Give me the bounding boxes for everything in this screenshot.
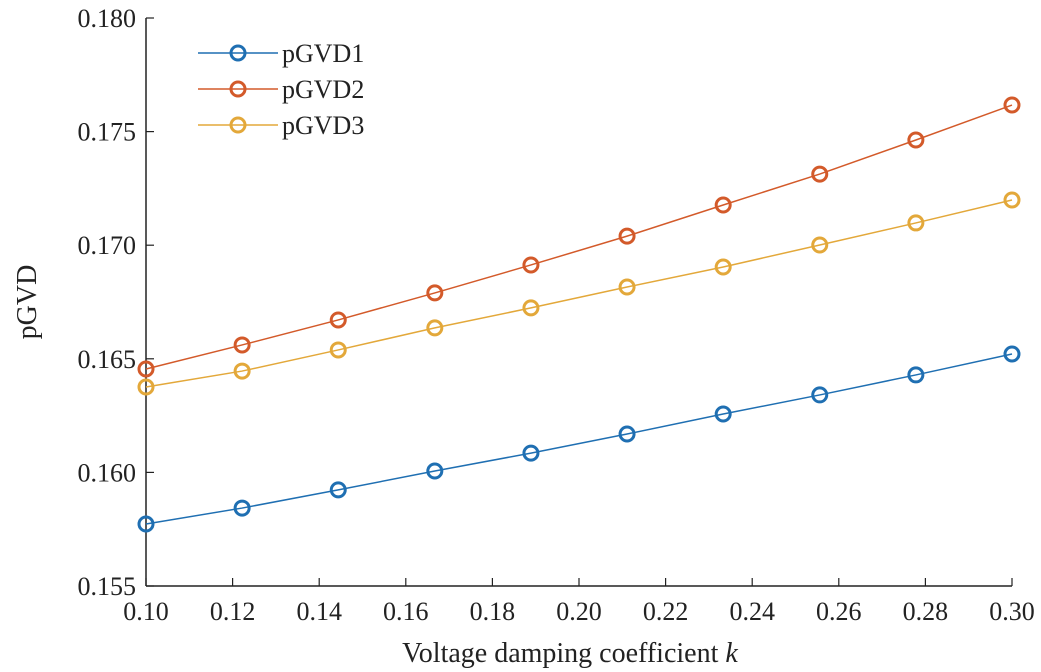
x-axis-label: Voltage damping coefficient k	[402, 638, 738, 669]
data-point-pGVD2	[1003, 96, 1021, 114]
series-line-pGVD2	[145, 104, 1013, 370]
data-point-pGVD3	[426, 319, 444, 337]
data-point-pGVD1	[426, 462, 444, 480]
data-point-pGVD1	[522, 444, 540, 462]
x-tick-label: 0.30	[989, 597, 1035, 626]
data-point-pGVD2	[137, 360, 155, 378]
legend-label: pGVD2	[282, 75, 364, 104]
data-point-pGVD3	[137, 378, 155, 396]
x-tick-label: 0.22	[643, 597, 689, 626]
legend-marker	[229, 80, 247, 98]
x-tick-label: 0.26	[816, 597, 862, 626]
y-axis-label: pGVD	[12, 265, 43, 340]
data-point-pGVD1	[233, 499, 251, 517]
legend: pGVD1 pGVD2 pGVD3	[198, 39, 364, 140]
data-point-pGVD3	[522, 299, 540, 317]
data-point-pGVD3	[811, 236, 829, 254]
legend-marker	[229, 44, 247, 62]
x-tick-label: 0.16	[383, 597, 429, 626]
y-tick-label: 0.155	[78, 572, 137, 601]
data-point-pGVD1	[907, 366, 925, 384]
legend-marker	[229, 116, 247, 134]
legend-label: pGVD3	[282, 111, 364, 140]
x-tick-label: 0.18	[470, 597, 516, 626]
x-tick-label: 0.24	[729, 597, 775, 626]
data-point-pGVD3	[907, 214, 925, 232]
data-point-pGVD1	[714, 405, 732, 423]
y-tick-label: 0.180	[78, 4, 137, 33]
data-point-pGVD2	[426, 284, 444, 302]
x-tick-label: 0.10	[123, 597, 169, 626]
x-tick-label: 0.12	[210, 597, 256, 626]
data-point-pGVD1	[618, 425, 636, 443]
series-line-pGVD3	[145, 199, 1013, 388]
x-tick-label: 0.28	[903, 597, 949, 626]
data-point-pGVD3	[618, 278, 636, 296]
data-point-pGVD2	[811, 165, 829, 183]
data-point-pGVD3	[1003, 191, 1021, 209]
data-point-pGVD2	[329, 311, 347, 329]
y-tick-label: 0.165	[78, 345, 137, 374]
x-tick-label: 0.14	[296, 597, 342, 626]
series-group	[137, 96, 1021, 533]
data-point-pGVD2	[522, 256, 540, 274]
data-point-pGVD3	[233, 362, 251, 380]
data-point-pGVD1	[811, 386, 829, 404]
legend-label: pGVD1	[282, 39, 364, 68]
data-point-pGVD1	[137, 515, 155, 533]
y-tick-label: 0.170	[78, 231, 137, 260]
data-point-pGVD2	[618, 227, 636, 245]
series-line-pGVD1	[145, 353, 1013, 525]
data-point-pGVD2	[714, 196, 732, 214]
x-tick-label: 0.20	[556, 597, 602, 626]
y-tick-label: 0.175	[78, 118, 137, 147]
axes: 0.10 0.12 0.14 0.16 0.18 0.20 0.22 0.24 0.26 0.28…	[78, 4, 1035, 626]
data-point-pGVD3	[714, 258, 732, 276]
data-point-pGVD1	[1003, 345, 1021, 363]
data-point-pGVD2	[907, 131, 925, 149]
data-point-pGVD3	[329, 341, 347, 359]
data-point-pGVD1	[329, 481, 347, 499]
y-tick-label: 0.160	[78, 458, 137, 487]
data-point-pGVD2	[233, 336, 251, 354]
